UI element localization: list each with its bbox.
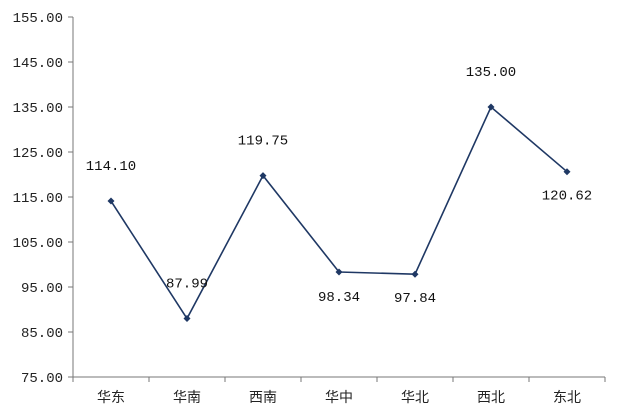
y-tick-label: 95.00 [21, 281, 63, 297]
data-point-marker [107, 197, 115, 205]
y-tick-label: 135.00 [13, 101, 63, 117]
y-tick-label: 145.00 [13, 56, 63, 72]
x-tick-label: 华北 [401, 390, 429, 406]
y-tick-label: 115.00 [13, 191, 63, 207]
data-point-marker [411, 270, 419, 278]
data-point-marker [563, 168, 571, 176]
x-tick-label: 西北 [477, 390, 505, 406]
x-axis: 华东 华南 西南 华中 华北 西北 东北 [72, 376, 606, 406]
data-label: 114.10 [86, 159, 136, 175]
x-tick-label: 华东 [97, 390, 125, 406]
markers-group [107, 103, 571, 323]
data-label: 98.34 [318, 290, 360, 306]
y-tick-label: 155.00 [13, 11, 63, 27]
x-tick-label: 华南 [173, 390, 201, 406]
x-tick-label: 东北 [553, 390, 581, 406]
data-label: 87.99 [166, 277, 208, 293]
data-point-marker [183, 315, 191, 323]
y-tick-label: 75.00 [21, 371, 63, 387]
y-axis: 75.00 85.00 95.00 105.00 115.00 125.00 135.00 1… [13, 11, 74, 387]
data-point-marker [335, 268, 343, 276]
x-tick-label: 西南 [249, 390, 277, 406]
y-tick-label: 105.00 [13, 236, 63, 252]
data-label: 97.84 [394, 291, 436, 307]
data-point-marker [259, 172, 267, 180]
y-tick-label: 85.00 [21, 326, 63, 342]
y-tick-label: 125.00 [13, 146, 63, 162]
x-tick-label: 华中 [325, 390, 353, 406]
data-label: 135.00 [466, 65, 516, 81]
data-labels-group: 114.10 87.99 119.75 98.34 97.84 135.00 120.62 [86, 65, 592, 307]
data-label: 120.62 [542, 189, 592, 205]
data-point-marker [487, 103, 495, 111]
data-label: 119.75 [238, 134, 288, 150]
